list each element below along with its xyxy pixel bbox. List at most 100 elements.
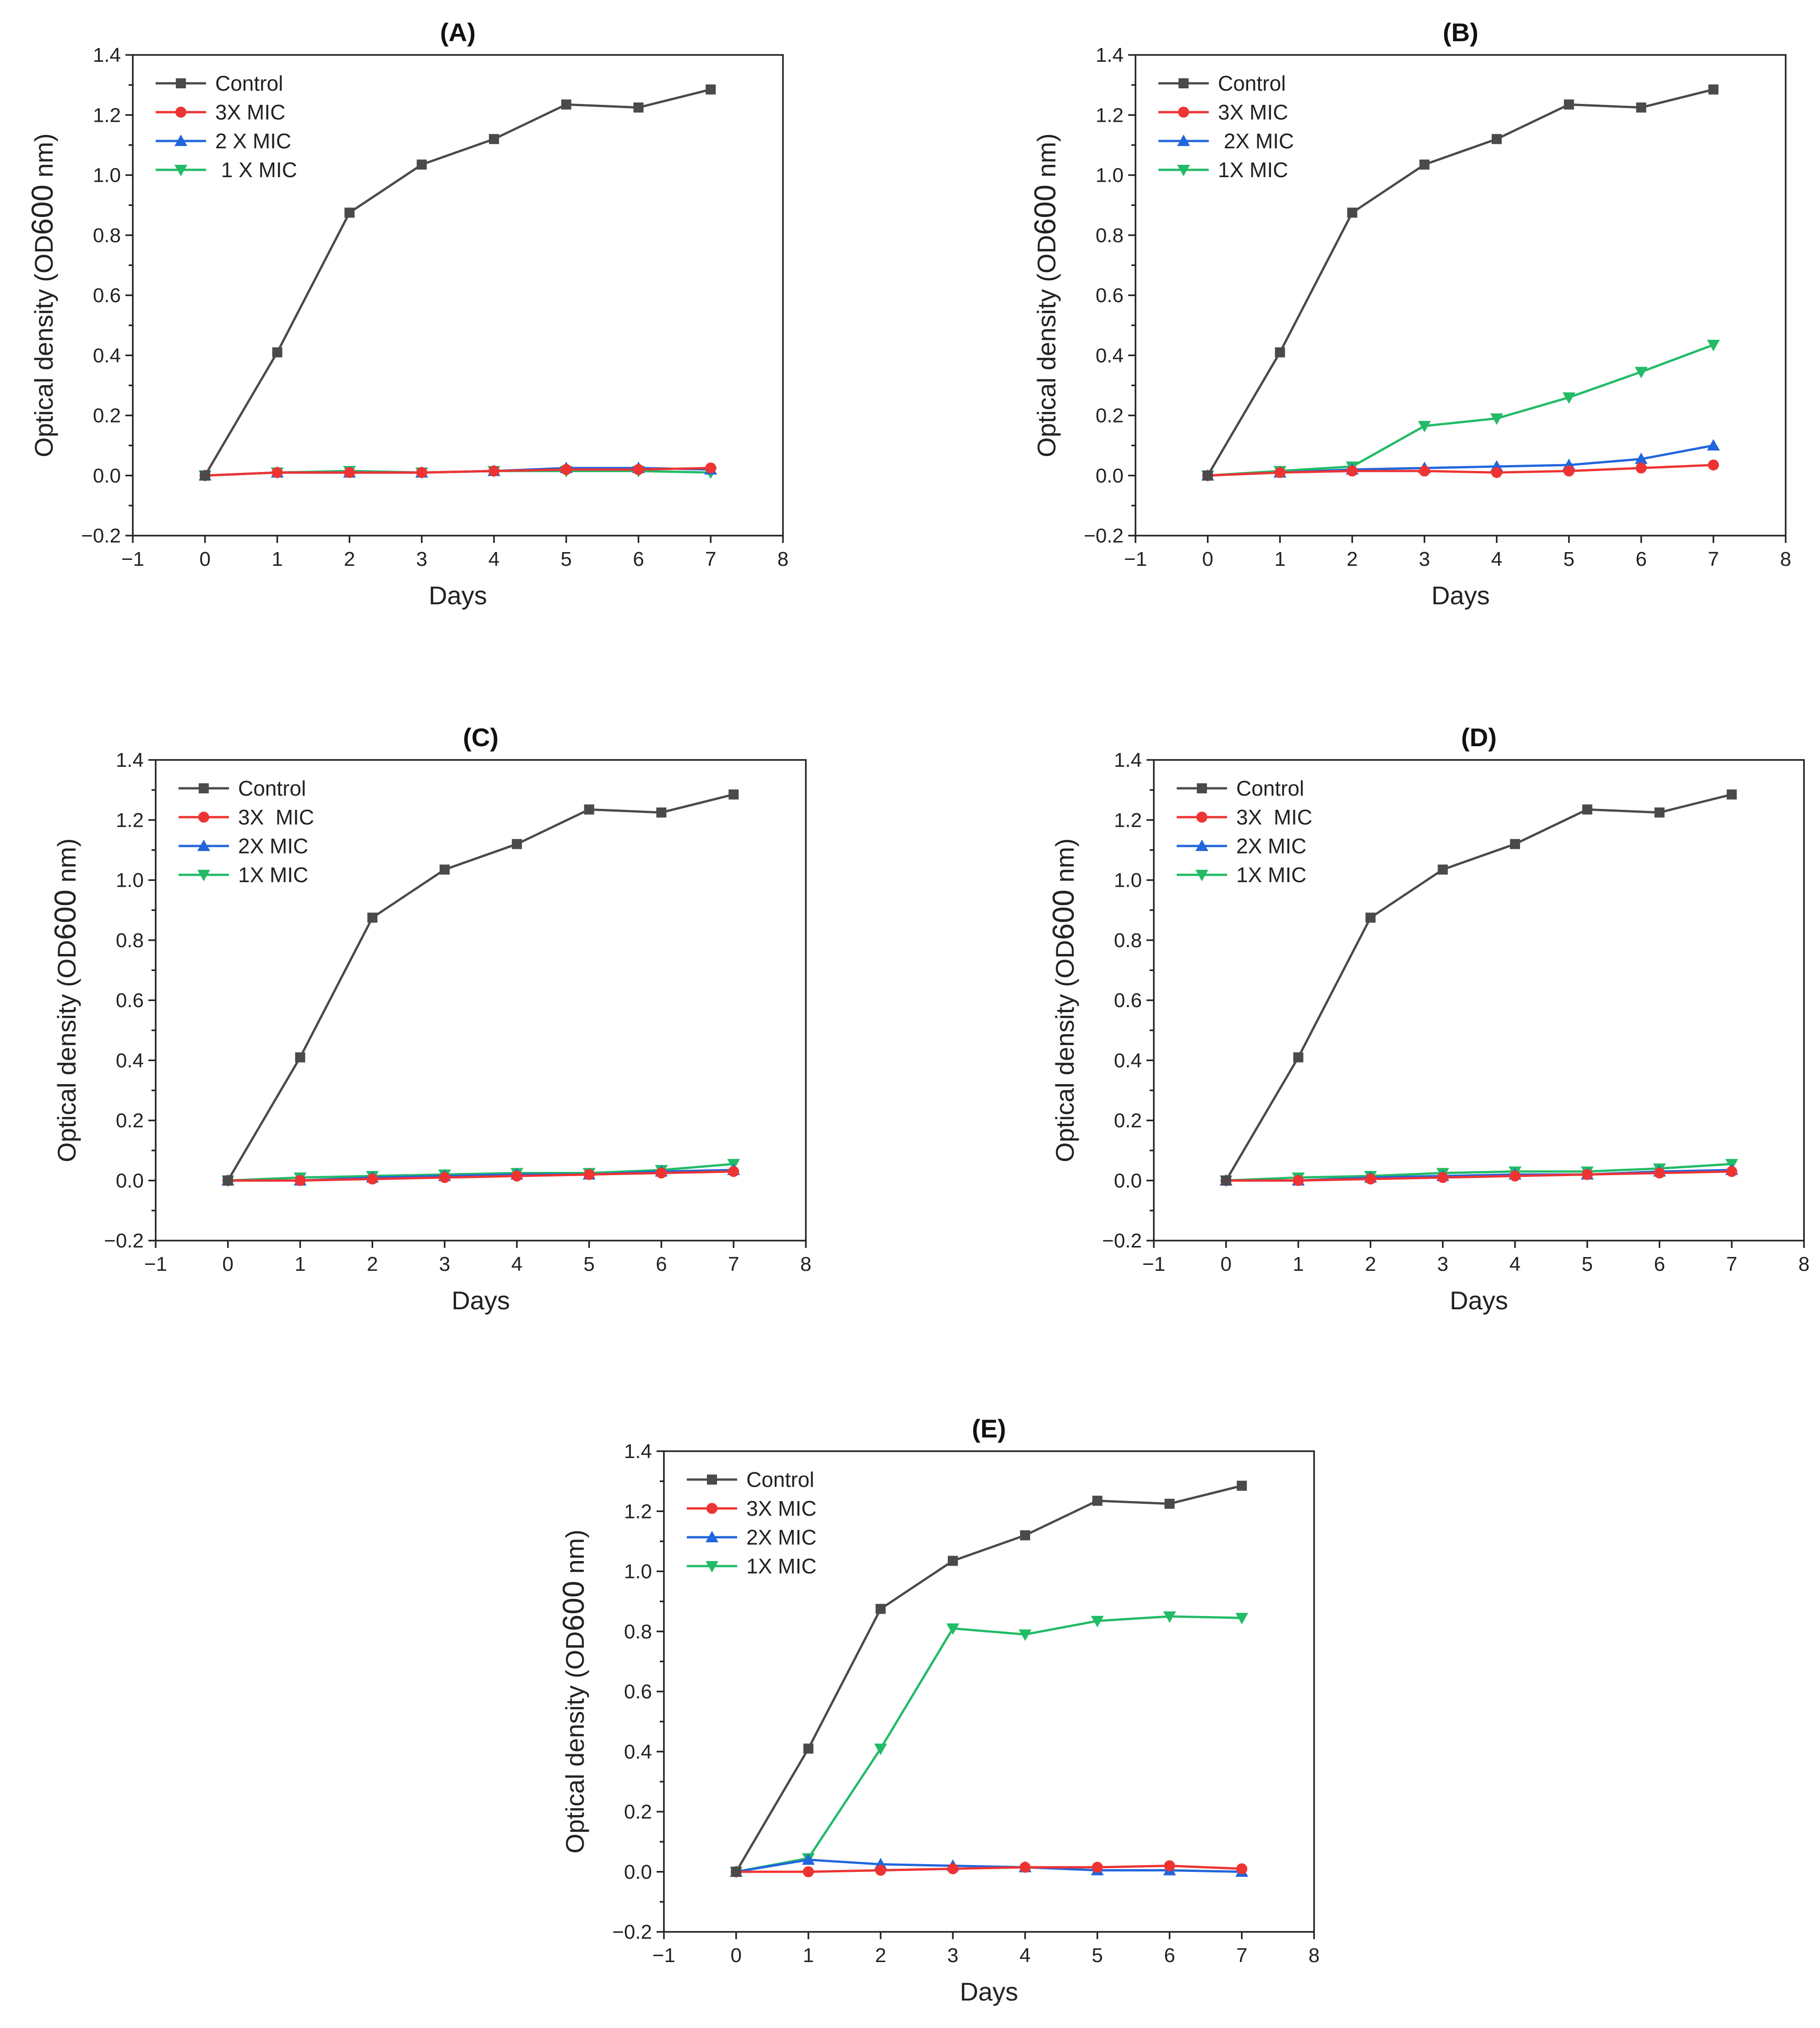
y-tick-label: 0.0 <box>116 1170 144 1192</box>
data-point <box>1202 470 1213 481</box>
legend-label: Control <box>746 1468 814 1491</box>
data-point <box>656 807 667 818</box>
data-point <box>1509 1170 1521 1182</box>
legend-label: 3X MIC <box>215 100 285 124</box>
x-tick-label: 3 <box>439 1253 450 1275</box>
y-tick-label: 0.8 <box>93 224 121 247</box>
data-point <box>1221 1175 1231 1186</box>
legend-label: 3X MIC <box>1236 805 1312 829</box>
chart-title: (A) <box>440 18 476 47</box>
y-tick-label: 1.4 <box>93 44 121 66</box>
series-line <box>736 1615 1242 1873</box>
y-tick-label: −0.2 <box>104 1230 144 1252</box>
y-tick-label: 0.8 <box>1114 929 1142 952</box>
data-point <box>875 1865 886 1876</box>
data-point <box>416 467 428 478</box>
data-point <box>1418 421 1431 433</box>
data-point <box>367 912 378 923</box>
x-tick-label: 7 <box>1236 1944 1247 1967</box>
x-axis-label: Days <box>960 1977 1018 2006</box>
x-axis-label: Days <box>451 1286 510 1315</box>
data-point <box>1293 1175 1304 1186</box>
y-tick-label: 0.6 <box>1096 284 1124 307</box>
x-tick-label: 4 <box>511 1253 522 1275</box>
series-control <box>200 84 716 481</box>
y-tick-label: 0.4 <box>93 344 121 367</box>
y-tick-label: 0.0 <box>624 1861 652 1883</box>
legend-label: 1X MIC <box>1236 863 1306 887</box>
x-tick-label: 5 <box>583 1253 594 1275</box>
x-tick-label: 7 <box>705 548 716 570</box>
x-tick-label: 1 <box>1293 1253 1304 1275</box>
data-point <box>1490 413 1503 425</box>
data-point <box>294 1175 306 1186</box>
x-tick-label: 7 <box>728 1253 739 1275</box>
x-tick-label: −1 <box>144 1253 167 1275</box>
legend-label: Control <box>1236 776 1304 800</box>
data-point <box>1708 84 1719 95</box>
x-tick-label: 1 <box>294 1253 305 1275</box>
x-tick-label: 2 <box>344 548 355 570</box>
x-tick-label: 4 <box>1510 1253 1521 1275</box>
data-point <box>1237 1480 1247 1491</box>
x-tick-label: 6 <box>1654 1253 1665 1275</box>
legend-label: 2X MIC <box>1218 129 1294 153</box>
data-point <box>1654 1167 1665 1179</box>
x-axis-label: Days <box>1450 1286 1508 1315</box>
data-point <box>1437 1172 1449 1183</box>
legend-marker <box>1179 78 1189 88</box>
data-point <box>440 864 450 875</box>
data-point <box>1563 465 1575 477</box>
data-point <box>511 1170 522 1182</box>
legend-marker <box>174 165 187 176</box>
y-tick-label: 0.2 <box>93 405 121 427</box>
legend-marker <box>197 870 210 881</box>
data-point <box>272 347 283 358</box>
chart-title: (B) <box>1443 18 1478 47</box>
x-tick-label: 2 <box>1365 1253 1376 1275</box>
x-tick-label: 3 <box>1419 548 1430 570</box>
data-point <box>488 465 500 477</box>
data-point <box>1164 1860 1175 1871</box>
chart-panel-d: (D) −1 0 1 2 3 4 5 6 7 8 −0.2 0.0 0.2 0.4 0.6 0.8 1.0 1.2 1… <box>1021 705 1820 1337</box>
legend-marker <box>1177 135 1190 146</box>
legend-marker <box>1196 812 1207 823</box>
data-point <box>1635 367 1648 379</box>
y-tick-label: 0.2 <box>116 1110 144 1132</box>
data-point <box>583 1169 595 1180</box>
x-tick-label: 8 <box>1309 1944 1320 1967</box>
legend-marker <box>174 135 187 146</box>
data-point <box>1419 159 1430 170</box>
x-tick-label: 4 <box>489 548 500 570</box>
y-tick-label: 1.0 <box>1096 164 1124 187</box>
y-axis-label: Optical density (OD600 nm) <box>1046 838 1080 1162</box>
x-tick-label: −1 <box>652 1944 675 1967</box>
legend: Control 3X MIC 2X MIC 1X MIC <box>1158 71 1294 182</box>
x-tick-label: 7 <box>1708 548 1719 570</box>
data-point <box>223 1175 233 1186</box>
legend-label: 1X MIC <box>746 1554 816 1578</box>
legend-label: 2X MIC <box>1236 834 1306 858</box>
x-tick-label: 2 <box>875 1944 886 1967</box>
x-tick-label: 2 <box>367 1253 378 1275</box>
series-line <box>204 88 711 477</box>
plot-frame <box>132 54 784 537</box>
x-tick-label: 6 <box>1164 1944 1175 1967</box>
data-point <box>1163 1611 1176 1623</box>
data-point <box>656 1167 667 1179</box>
legend-marker <box>1195 840 1208 851</box>
data-point <box>1581 1169 1593 1180</box>
data-point <box>1347 465 1358 477</box>
legend: Control 3X MIC 2X MIC 1X MIC <box>687 1468 816 1578</box>
chart-panel-b: (B) −1 0 1 2 3 4 5 6 7 8 −0.2 0.0 0.2 0.4 0.6 0.8 1.0 1.2 1… <box>1003 0 1818 632</box>
y-tick-label: 0.4 <box>1114 1049 1142 1072</box>
legend: Control 3X MIC 2X MIC 1X MIC <box>1177 776 1312 887</box>
x-tick-label: 6 <box>1635 548 1646 570</box>
data-point <box>1092 1861 1103 1873</box>
x-tick-label: 8 <box>777 548 788 570</box>
legend-marker <box>1197 783 1207 793</box>
data-point <box>1635 452 1648 464</box>
x-tick-label: 6 <box>656 1253 667 1275</box>
plot-frame <box>1135 54 1787 537</box>
legend-label: 3X MIC <box>746 1497 816 1520</box>
